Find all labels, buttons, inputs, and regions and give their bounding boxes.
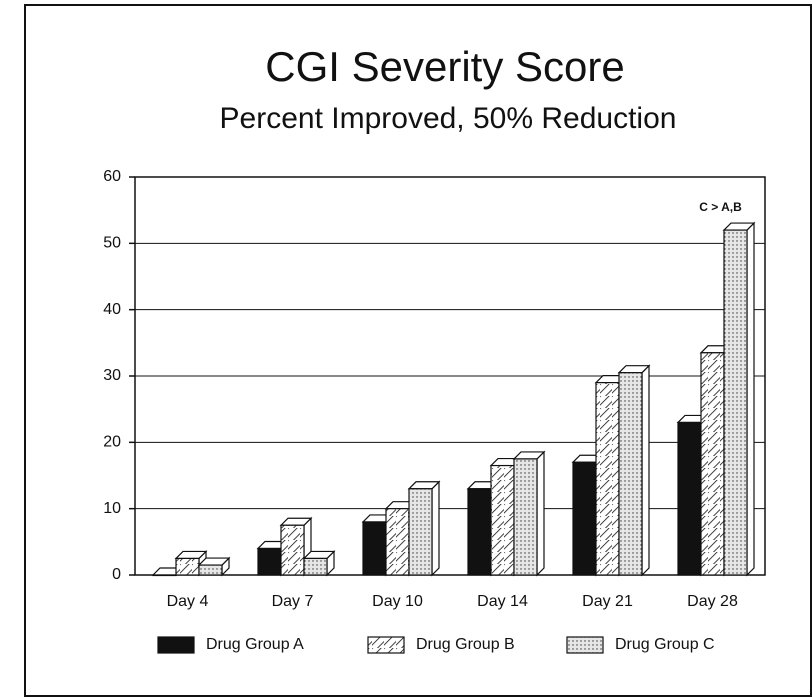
chart-title: CGI Severity Score (265, 43, 624, 90)
chart-subtitle: Percent Improved, 50% Reduction (220, 102, 677, 135)
bar-front (175, 557, 200, 576)
frame (24, 4, 812, 697)
x-tick-label: Day 14 (477, 593, 528, 610)
bar-front (385, 508, 410, 576)
bar-front (700, 352, 725, 576)
y-tick-label: 20 (103, 434, 121, 451)
bar (302, 549, 336, 577)
labels: 0 10 20 30 40 50 60 Day 4 Day 7 Day 10 Day 14 Day 2… (103, 168, 742, 654)
grid (129, 176, 766, 576)
bar-front (303, 557, 328, 576)
bar (512, 450, 546, 577)
bar-front (152, 574, 177, 577)
bar-side (746, 221, 755, 577)
bar-side (536, 450, 545, 577)
legend-label: Drug Group A (206, 636, 304, 653)
bar (722, 221, 756, 577)
y-tick-label: 40 (103, 301, 121, 318)
bar (197, 556, 231, 577)
x-tick-label: Day 28 (687, 593, 738, 610)
bars (151, 221, 756, 577)
y-tick-label: 10 (103, 500, 121, 517)
x-tick-label: Day 4 (167, 593, 209, 610)
bar-front (677, 421, 702, 576)
bar-front (257, 547, 282, 576)
bar-front (280, 524, 305, 576)
annotation: C > A,B (699, 200, 742, 214)
bar-front (490, 464, 515, 576)
bar-front (595, 382, 620, 576)
legend-swatch (367, 636, 405, 654)
bar-side (641, 364, 650, 577)
bar-front (467, 488, 492, 576)
bar-front (198, 564, 223, 576)
legend-swatch (157, 636, 195, 654)
bar (407, 480, 441, 577)
x-tick-label: Day 21 (582, 593, 633, 610)
legend-label: Drug Group B (416, 636, 515, 653)
x-tick-label: Day 7 (272, 593, 314, 610)
legend-label: Drug Group C (615, 636, 715, 653)
y-tick-label: 0 (112, 566, 121, 583)
bar-front (572, 461, 597, 576)
bar-side (431, 480, 440, 577)
bar (617, 364, 651, 577)
y-tick-label: 50 (103, 235, 121, 252)
bar-front (618, 372, 643, 576)
bar-front (513, 458, 538, 576)
y-tick-label: 30 (103, 367, 121, 384)
y-tick-label: 60 (103, 168, 121, 185)
bar-front (362, 521, 387, 576)
x-tick-label: Day 10 (372, 593, 423, 610)
bar-front (723, 229, 748, 576)
bar-front (408, 488, 433, 576)
legend-swatch (566, 636, 604, 654)
